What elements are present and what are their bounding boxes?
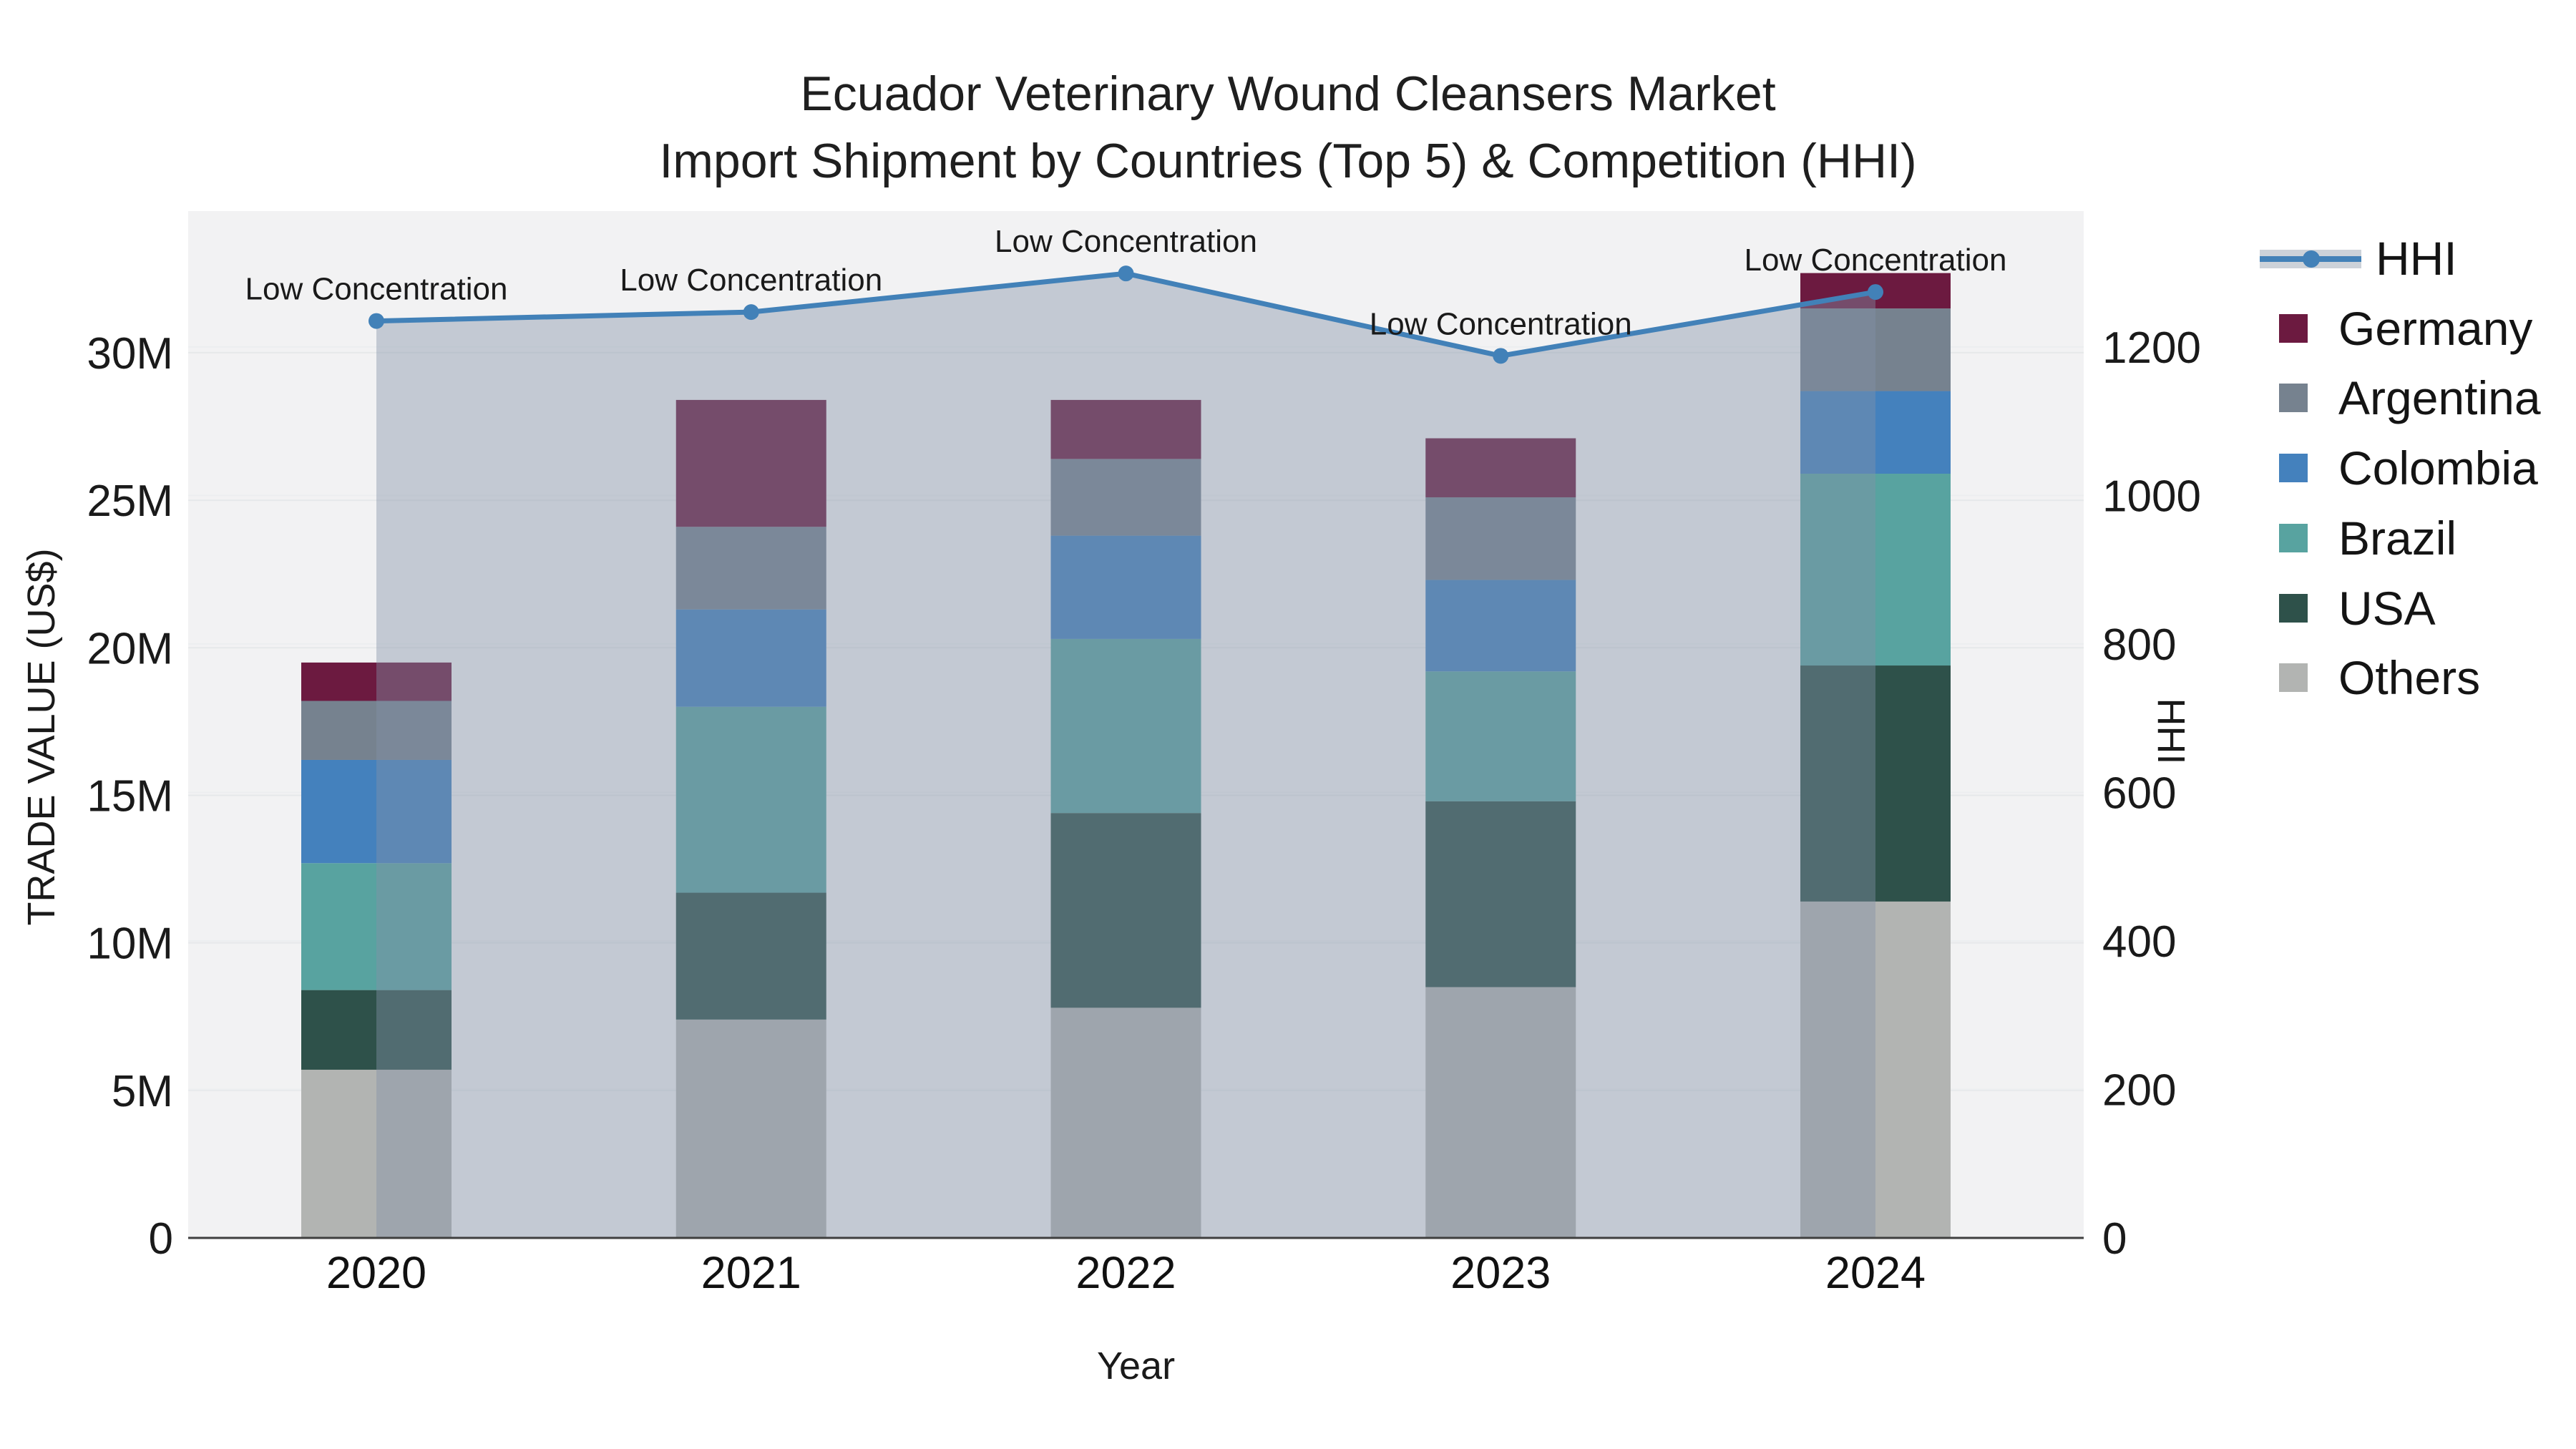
colombia-swatch-icon: [2254, 433, 2368, 503]
hhi-legend-glyph: [2303, 250, 2320, 268]
bar-segment-argentina-2024[interactable]: [1800, 308, 1951, 391]
annotation-low-concentration: Low Concentration: [620, 263, 882, 298]
legend-color-swatch: [2279, 593, 2308, 623]
x-tick-label: 2024: [1825, 1248, 1926, 1298]
y-right-tick-label: 200: [2102, 1065, 2176, 1115]
hhi-area-fill: [376, 273, 1875, 1239]
bar-segment-argentina-2023[interactable]: [1425, 497, 1576, 580]
bar-segment-germany-2020[interactable]: [301, 662, 452, 701]
legend-label: Argentina: [2338, 371, 2541, 425]
others-swatch-icon: [2254, 643, 2368, 713]
usa-swatch-icon: [2254, 573, 2368, 643]
hhi-line-icon: [2254, 223, 2368, 293]
bar-segment-germany-2022[interactable]: [1050, 399, 1201, 459]
x-tick-label: 2023: [1450, 1248, 1551, 1298]
x-tick-label: 2020: [326, 1248, 426, 1298]
x-axis-title: Year: [1096, 1345, 1176, 1387]
bar-segment-others-2023[interactable]: [1425, 987, 1576, 1238]
annotation-low-concentration: Low Concentration: [1745, 243, 2007, 278]
legend-label: Colombia: [2338, 441, 2538, 495]
bar-segment-others-2020[interactable]: [301, 1069, 452, 1238]
y-right-axis-title: HHI: [2150, 698, 2192, 765]
y-right-tick-label: 800: [2102, 620, 2176, 670]
bar-segment-argentina-2020[interactable]: [301, 701, 452, 760]
y-right-tick-label: 0: [2102, 1214, 2127, 1264]
y-right-tick-label: 1200: [2102, 323, 2201, 373]
legend-item-brazil[interactable]: Brazil: [2254, 503, 2576, 573]
bar-segment-brazil-2020[interactable]: [301, 863, 452, 990]
y-left-tick-label: 5M: [112, 1067, 173, 1116]
bar-segment-colombia-2022[interactable]: [1050, 535, 1201, 639]
bar-segment-argentina-2021[interactable]: [675, 527, 826, 610]
legend-color-swatch: [2279, 663, 2308, 693]
hhi-marker-2023[interactable]: [1493, 348, 1509, 364]
legend-item-usa[interactable]: USA: [2254, 573, 2576, 643]
legend-color-swatch: [2279, 313, 2308, 343]
brazil-swatch-icon: [2254, 503, 2368, 573]
bar-segment-colombia-2024[interactable]: [1800, 391, 1951, 474]
bar-segment-argentina-2022[interactable]: [1050, 459, 1201, 536]
legend-label: USA: [2338, 581, 2436, 635]
legend-item-germany[interactable]: Germany: [2254, 293, 2576, 364]
y-left-tick-label: 20M: [87, 624, 173, 673]
hhi-marker-2020[interactable]: [369, 313, 384, 329]
legend-label: Others: [2338, 651, 2481, 705]
argentina-swatch-icon: [2254, 363, 2368, 433]
bar-segment-usa-2021[interactable]: [675, 892, 826, 1020]
bar-segment-colombia-2023[interactable]: [1425, 580, 1576, 672]
legend-label: Germany: [2338, 301, 2533, 355]
y-right-tick-label: 1000: [2102, 472, 2201, 521]
hhi-marker-2022[interactable]: [1118, 265, 1134, 282]
legend-item-colombia[interactable]: Colombia: [2254, 433, 2576, 503]
x-tick-label: 2021: [701, 1248, 801, 1298]
chart-title-line1: Ecuador Veterinary Wound Cleansers Marke…: [800, 67, 1776, 121]
bar-segment-usa-2020[interactable]: [301, 990, 452, 1070]
legend-item-others[interactable]: Others: [2254, 643, 2576, 713]
legend-label: HHI: [2376, 232, 2457, 285]
bar-segment-usa-2022[interactable]: [1050, 813, 1201, 1008]
y-left-tick-label: 0: [149, 1214, 173, 1264]
legend-item-hhi[interactable]: HHI: [2254, 223, 2576, 293]
chart-title: Ecuador Veterinary Wound Cleansers Marke…: [0, 60, 2576, 195]
bar-segment-usa-2024[interactable]: [1800, 665, 1951, 902]
annotation-low-concentration: Low Concentration: [245, 272, 508, 307]
annotation-low-concentration: Low Concentration: [1370, 306, 1632, 341]
bar-segment-colombia-2020[interactable]: [301, 759, 452, 864]
bar-segment-germany-2021[interactable]: [675, 399, 826, 527]
bar-segment-others-2021[interactable]: [675, 1019, 826, 1238]
y-left-tick-label: 10M: [87, 919, 173, 969]
y-left-axis-title: TRADE VALUE (US$): [20, 548, 63, 926]
bar-segment-germany-2023[interactable]: [1425, 438, 1576, 497]
bar-segment-others-2024[interactable]: [1800, 901, 1951, 1238]
legend-color-swatch: [2279, 384, 2308, 413]
y-left-tick-label: 15M: [87, 771, 173, 821]
legend: HHI Germany Argentina Colombia Brazil USA Othe…: [2254, 222, 2576, 723]
germany-swatch-icon: [2254, 293, 2368, 364]
y-left-tick-label: 30M: [87, 329, 173, 379]
annotation-low-concentration: Low Concentration: [995, 224, 1257, 259]
hhi-marker-2024[interactable]: [1868, 284, 1883, 301]
bar-segment-brazil-2023[interactable]: [1425, 671, 1576, 801]
chart-title-line2: Import Shipment by Countries (Top 5) & C…: [659, 134, 1917, 188]
bar-segment-brazil-2024[interactable]: [1800, 473, 1951, 666]
bar-segment-usa-2023[interactable]: [1425, 801, 1576, 987]
y-right-tick-label: 400: [2102, 917, 2176, 967]
y-right-tick-label: 600: [2102, 769, 2176, 818]
legend-item-argentina[interactable]: Argentina: [2254, 363, 2576, 433]
legend-color-swatch: [2279, 454, 2308, 483]
bar-segment-colombia-2021[interactable]: [675, 609, 826, 707]
legend-color-swatch: [2279, 523, 2308, 552]
y-left-tick-label: 25M: [87, 477, 173, 526]
hhi-marker-2021[interactable]: [743, 304, 759, 321]
x-tick-label: 2022: [1075, 1248, 1176, 1298]
bar-segment-brazil-2021[interactable]: [675, 706, 826, 893]
bar-segment-others-2022[interactable]: [1050, 1008, 1201, 1238]
bar-segment-brazil-2022[interactable]: [1050, 638, 1201, 814]
legend-label: Brazil: [2338, 511, 2457, 565]
